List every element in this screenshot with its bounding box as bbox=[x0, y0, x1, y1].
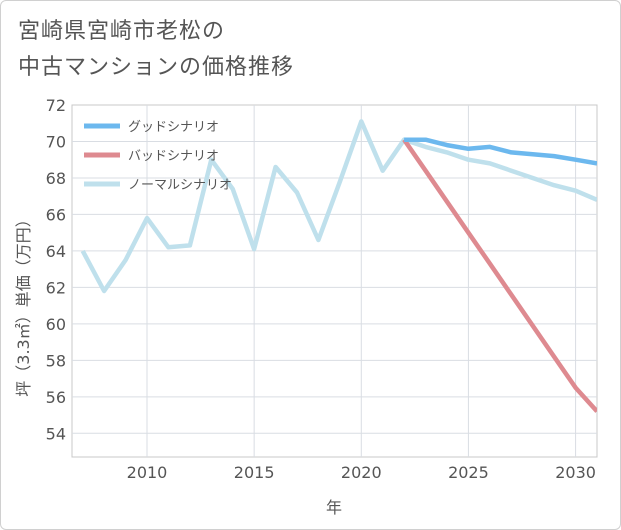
x-axis-title: 年 bbox=[326, 498, 342, 517]
y-tick-label: 64 bbox=[46, 242, 66, 261]
chart-title: 宮崎県宮崎市老松の 中古マンションの価格推移 bbox=[18, 14, 294, 86]
x-tick-label: 2010 bbox=[127, 463, 168, 482]
grid-lines bbox=[72, 105, 597, 457]
chart-title-line1: 宮崎県宮崎市老松の bbox=[18, 19, 226, 44]
y-tick-label: 56 bbox=[46, 388, 66, 407]
series-line-1 bbox=[402, 138, 597, 413]
y-tick-label: 58 bbox=[46, 351, 66, 370]
legend-label: バッドシナリオ bbox=[128, 149, 219, 164]
series-lines bbox=[80, 119, 597, 413]
legend-label: グッドシナリオ bbox=[128, 120, 219, 135]
y-axis-title: 坪（3.3㎡）単価（万円） bbox=[14, 211, 33, 396]
y-tick-label: 68 bbox=[46, 169, 66, 188]
y-tick-label: 62 bbox=[46, 278, 66, 297]
chart-title-line2: 中古マンションの価格推移 bbox=[18, 55, 295, 80]
series-line-0 bbox=[404, 137, 597, 166]
y-tick-label: 60 bbox=[46, 315, 66, 334]
legend-label: ノーマルシナリオ bbox=[128, 178, 232, 193]
x-tick-labels: 2010 2015 2020 2025 2030 bbox=[127, 463, 596, 482]
y-tick-labels: 54 56 58 60 62 64 66 68 70 72 bbox=[46, 96, 66, 443]
x-tick-label: 2020 bbox=[341, 463, 382, 482]
y-tick-label: 72 bbox=[46, 96, 66, 115]
y-tick-label: 70 bbox=[46, 132, 66, 151]
x-tick-label: 2015 bbox=[234, 463, 275, 482]
y-tick-label: 66 bbox=[46, 205, 66, 224]
plot-background bbox=[71, 104, 598, 458]
x-tick-label: 2025 bbox=[448, 463, 489, 482]
y-tick-label: 54 bbox=[46, 424, 66, 443]
series-line-2 bbox=[80, 119, 597, 294]
x-tick-label: 2030 bbox=[555, 463, 596, 482]
